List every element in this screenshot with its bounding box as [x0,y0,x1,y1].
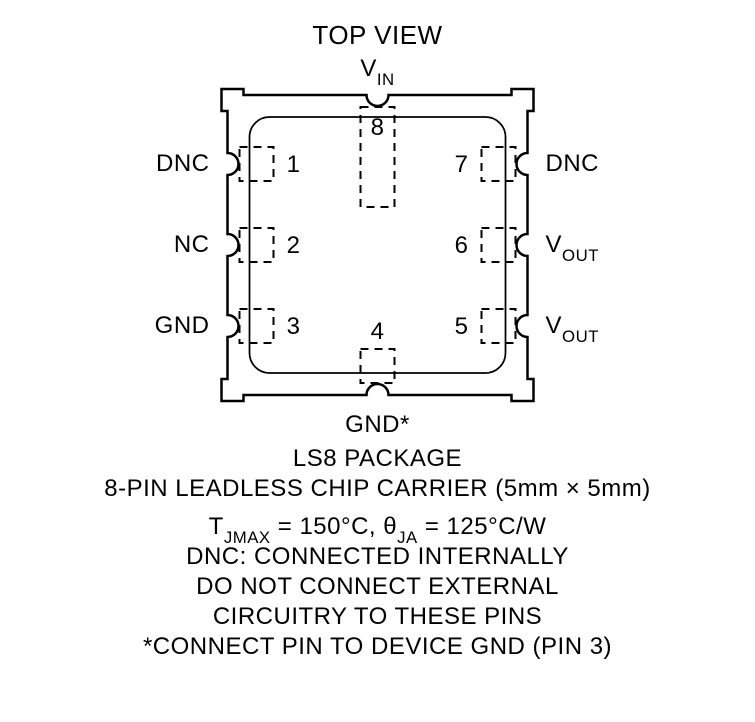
vin-label: VIN [360,55,394,87]
pin-num-8: 8 [371,114,385,141]
top-view-label: TOP VIEW [312,20,442,51]
pin-num-3: 3 [287,313,301,340]
gnd-note: *CONNECT PIN TO DEVICE GND (PIN 3) [143,633,612,661]
gnd-star-label: GND* [345,411,410,439]
warn1: DO NOT CONNECT EXTERNAL [196,573,559,601]
pad-5 [482,309,516,343]
pad-2 [240,228,274,262]
thermal-line: TJMAX = 150°C, θJA = 125°C/W [209,513,547,545]
dnc-line: DNC: CONNECTED INTERNALLY [186,543,569,571]
pad-3 [240,309,274,343]
right-label-7: DNC [546,150,600,178]
pad-6 [482,228,516,262]
left-label-2: NC [174,231,210,259]
pin-num-4: 4 [371,318,385,345]
pin-num-6: 6 [455,232,469,259]
right-label-6: VOUT [546,231,599,263]
package-name: LS8 PACKAGE [293,445,462,473]
package-desc: 8-PIN LEADLESS CHIP CARRIER (5mm × 5mm) [104,475,651,503]
pin-num-5: 5 [455,313,469,340]
pad-1 [240,147,274,181]
left-label-3: GND [155,312,210,340]
pad-4 [361,349,395,383]
pin-num-1: 1 [287,151,301,178]
warn2: CIRCUITRY TO THESE PINS [213,603,542,631]
pin-num-2: 2 [287,232,301,259]
pin-num-7: 7 [455,151,469,178]
left-label-1: DNC [156,150,210,178]
right-label-5: VOUT [546,312,599,344]
pad-7 [482,147,516,181]
